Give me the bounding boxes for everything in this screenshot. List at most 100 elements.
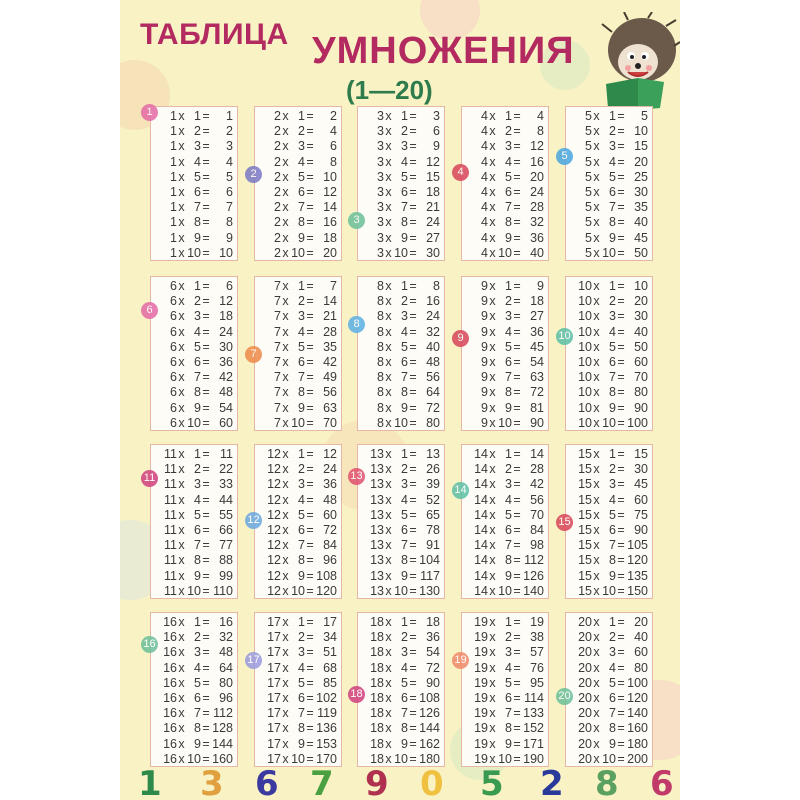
equals-sign: = [409, 645, 417, 660]
equation-line: 1 x 1 = 1 [161, 109, 235, 124]
product: 72 [323, 522, 337, 537]
times-sign: x [178, 736, 185, 751]
multiplicand: 7 [274, 294, 281, 309]
equals-sign: = [409, 154, 417, 169]
times-sign: x [593, 215, 600, 230]
equation-line: 10 x 10 = 100 [576, 416, 650, 431]
multiplier: 2 [298, 124, 305, 139]
equation-line: 9 x 8 = 72 [472, 385, 546, 400]
multiplier: 9 [401, 568, 408, 583]
product: 5 [641, 109, 648, 123]
multiplicand: 13 [370, 447, 384, 461]
times-sign: x [489, 339, 496, 354]
multiplicand: 11 [164, 538, 177, 553]
product: 30 [634, 309, 648, 324]
table-number-badge: 1 [141, 104, 158, 121]
multiplicand: 5 [585, 169, 592, 184]
equation-line: 1 x 10 = 10 [161, 246, 235, 261]
multiplicand: 1 [170, 230, 177, 245]
product: 48 [323, 492, 337, 507]
equation-line: 9 x 9 = 81 [472, 401, 546, 416]
product: 56 [426, 370, 440, 385]
multiplier: 2 [298, 462, 305, 477]
multiplicand: 7 [274, 385, 281, 400]
multiplier: 9 [194, 736, 201, 751]
product: 19 [530, 615, 544, 629]
multiplicand: 5 [585, 184, 592, 199]
equation-line: 7 x 6 = 42 [265, 355, 339, 370]
product: 45 [634, 230, 648, 245]
multiplier: 3 [298, 139, 305, 154]
multiplicand: 1 [170, 139, 177, 154]
product: 2 [330, 109, 337, 123]
equation-line: 1 x 2 = 2 [161, 124, 235, 139]
equation-line: 14 x 8 = 112 [472, 553, 546, 568]
equals-sign: = [513, 583, 521, 598]
equation-line: 10 x 5 = 50 [576, 340, 650, 355]
equation-line: 2 x 10 = 20 [265, 246, 339, 261]
multiplier: 5 [609, 507, 616, 522]
table-20: 20 x 1 = 20 20 x 2 = 40 20 x 3 = 60 20 x 4 = 80 20 x 5 = 100 20 x 6… [565, 612, 653, 767]
equation-line: 5 x 10 = 50 [576, 246, 650, 261]
multiplicand: 19 [474, 721, 488, 736]
equals-sign: = [202, 507, 210, 522]
table-14: 14 x 1 = 14 14 x 2 = 28 14 x 3 = 42 14 x 4 = 56 14 x 5 = 70 14 x 6 =… [461, 444, 549, 599]
product: 90 [426, 675, 440, 690]
equals-sign: = [513, 124, 521, 139]
product: 20 [634, 294, 648, 309]
product: 60 [634, 492, 648, 507]
multiplier: 4 [505, 492, 512, 507]
equation-line: 15 x 10 = 150 [576, 584, 650, 599]
equation-line: 17 x 4 = 68 [265, 661, 339, 676]
multiplier: 8 [505, 385, 512, 400]
multiplier: 8 [298, 215, 305, 230]
multiplicand: 20 [578, 706, 592, 721]
times-sign: x [593, 583, 600, 598]
equation-line: 13 x 10 = 130 [368, 584, 442, 599]
multiplicand: 6 [170, 324, 177, 339]
product: 57 [530, 645, 544, 660]
equals-sign: = [513, 215, 521, 230]
product: 60 [634, 354, 648, 369]
equals-sign: = [617, 721, 625, 736]
product: 30 [426, 245, 440, 260]
product: 80 [634, 385, 648, 400]
times-sign: x [178, 245, 185, 260]
product: 90 [634, 522, 648, 537]
equals-sign: = [409, 215, 417, 230]
table-10: 10 x 1 = 10 10 x 2 = 20 10 x 3 = 30 10 x 4 = 40 10 x 5 = 50 10 x 6 =… [565, 276, 653, 431]
multiplier: 7 [505, 706, 512, 721]
multiplier: 4 [505, 154, 512, 169]
product: 80 [426, 415, 440, 430]
equation-line: 18 x 1 = 18 [368, 615, 442, 630]
multiplication-poster: ТАБЛИЦА УМНОЖЕНИЯ (1—20) 1 x 1 = 1 1 x 2 = 2 1 x 3 = 3… [120, 0, 680, 800]
times-sign: x [593, 200, 600, 215]
equation-line: 20 x 7 = 140 [576, 706, 650, 721]
multiplier: 8 [298, 553, 305, 568]
product: 68 [323, 660, 337, 675]
times-sign: x [593, 400, 600, 415]
multiplier: 5 [609, 675, 616, 690]
equation-line: 18 x 2 = 36 [368, 630, 442, 645]
equals-sign: = [617, 354, 625, 369]
equation-line: 14 x 7 = 98 [472, 538, 546, 553]
equation-line: 14 x 4 = 56 [472, 493, 546, 508]
equals-sign: = [306, 109, 314, 123]
equation-line: 16 x 1 = 16 [161, 615, 235, 630]
times-sign: x [385, 507, 392, 522]
multiplicand: 7 [274, 309, 281, 324]
multiplicand: 13 [370, 462, 384, 477]
product: 110 [213, 583, 233, 598]
multiplier: 5 [194, 675, 201, 690]
equals-sign: = [202, 568, 210, 583]
equals-sign: = [202, 324, 210, 339]
product: 33 [219, 477, 233, 492]
multiplier: 8 [401, 721, 408, 736]
multiplicand: 9 [481, 309, 488, 324]
times-sign: x [593, 492, 600, 507]
multiplier: 8 [505, 553, 512, 568]
equals-sign: = [617, 675, 625, 690]
equation-line: 3 x 6 = 18 [368, 185, 442, 200]
multiplicand: 15 [578, 538, 592, 553]
multiplier: 7 [401, 200, 408, 215]
